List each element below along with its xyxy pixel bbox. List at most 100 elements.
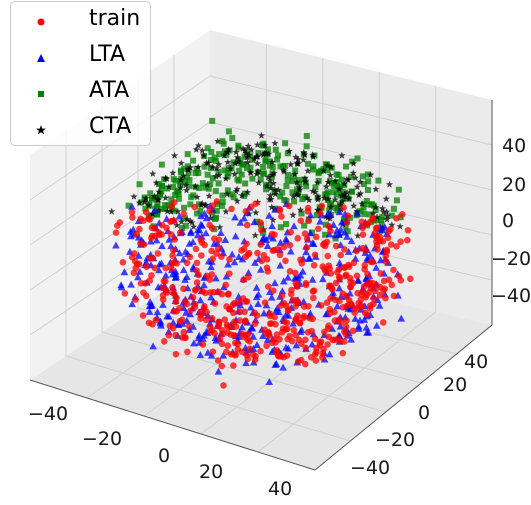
triangle-marker xyxy=(175,212,184,220)
square-marker xyxy=(342,223,349,230)
star-marker xyxy=(300,148,308,156)
circle-marker xyxy=(380,277,388,285)
circle-marker xyxy=(198,252,205,259)
circle-marker xyxy=(376,237,384,245)
triangle-marker xyxy=(196,296,205,304)
circle-marker xyxy=(312,233,320,241)
square-marker xyxy=(215,168,222,175)
star-marker xyxy=(331,177,339,185)
circle-marker xyxy=(323,299,331,306)
circle-marker xyxy=(376,291,384,299)
square-marker xyxy=(212,188,219,195)
circle-marker xyxy=(317,302,325,309)
square-marker xyxy=(395,186,402,193)
triangle-marker xyxy=(145,307,154,315)
star-marker xyxy=(225,145,233,153)
star-marker xyxy=(208,163,216,171)
triangle-marker xyxy=(267,293,276,301)
square-marker xyxy=(310,163,317,170)
circle-marker xyxy=(180,210,188,217)
circle-marker xyxy=(312,357,320,364)
circle-marker xyxy=(349,327,357,335)
circle-marker xyxy=(136,225,143,233)
star-marker xyxy=(194,163,202,171)
triangle-marker xyxy=(372,263,380,271)
circle-marker xyxy=(369,216,376,223)
circle-marker xyxy=(140,241,148,248)
star-marker xyxy=(174,207,182,215)
triangle-marker xyxy=(202,229,210,237)
square-marker xyxy=(209,175,216,182)
star-marker xyxy=(274,186,282,194)
square-marker xyxy=(264,146,271,153)
triangle-marker xyxy=(238,323,246,331)
star-marker xyxy=(268,203,276,211)
square-marker xyxy=(205,185,212,192)
star-marker xyxy=(340,190,348,198)
triangle-marker xyxy=(336,322,345,330)
circle-marker xyxy=(229,309,237,317)
circle-marker xyxy=(359,224,366,232)
star-marker xyxy=(150,192,158,200)
y-axis-line xyxy=(314,324,493,471)
square-marker xyxy=(219,198,226,205)
circle-marker xyxy=(322,268,330,275)
circle-marker xyxy=(162,264,169,272)
circle-marker xyxy=(314,225,322,233)
star-marker xyxy=(223,148,231,156)
star-marker xyxy=(253,141,261,148)
circle-marker xyxy=(296,319,304,327)
circle-marker xyxy=(159,296,167,303)
circle-marker xyxy=(305,217,312,225)
square-marker xyxy=(326,207,333,214)
square-marker xyxy=(366,211,373,218)
circle-marker xyxy=(284,335,291,343)
star-marker xyxy=(299,156,307,163)
star-marker xyxy=(191,182,199,190)
circle-marker xyxy=(258,226,265,234)
square-marker xyxy=(156,192,163,199)
star-marker xyxy=(289,211,297,219)
circle-marker xyxy=(167,230,175,238)
triangle-marker xyxy=(336,225,345,233)
star-marker xyxy=(379,208,388,216)
triangle-marker xyxy=(347,237,356,245)
triangle-marker xyxy=(238,255,247,263)
triangle-marker xyxy=(183,272,191,280)
star-marker xyxy=(378,204,387,212)
triangle-marker xyxy=(162,271,170,279)
circle-marker xyxy=(361,309,369,317)
star-marker xyxy=(155,206,163,214)
triangle-marker xyxy=(289,319,297,327)
circle-marker xyxy=(238,348,246,356)
circle-marker xyxy=(343,317,350,324)
triangle-marker xyxy=(271,360,280,368)
star-marker xyxy=(271,190,279,198)
triangle-marker xyxy=(247,323,256,331)
star-marker xyxy=(350,202,358,209)
square-marker xyxy=(279,189,286,196)
triangle-marker xyxy=(204,348,212,356)
circle-marker xyxy=(285,202,293,210)
circle-marker xyxy=(186,253,194,261)
circle-marker xyxy=(266,310,273,317)
circle-marker xyxy=(129,214,136,221)
star-marker xyxy=(266,191,274,199)
star-marker xyxy=(356,178,364,186)
circle-marker xyxy=(263,342,270,350)
triangle-marker xyxy=(372,321,381,329)
circle-marker xyxy=(325,282,333,290)
star-marker xyxy=(162,194,170,201)
square-marker xyxy=(260,163,267,170)
square-marker xyxy=(142,205,149,212)
star-marker xyxy=(296,206,305,214)
star-marker-icon xyxy=(36,125,46,135)
triangle-marker xyxy=(271,279,279,287)
triangle-marker xyxy=(200,281,208,289)
star-marker xyxy=(383,212,391,220)
circle-marker xyxy=(288,286,295,294)
triangle-marker xyxy=(351,314,360,322)
legend-item-lta: LTA xyxy=(11,40,152,76)
circle-marker xyxy=(243,351,251,359)
square-marker xyxy=(303,183,310,190)
